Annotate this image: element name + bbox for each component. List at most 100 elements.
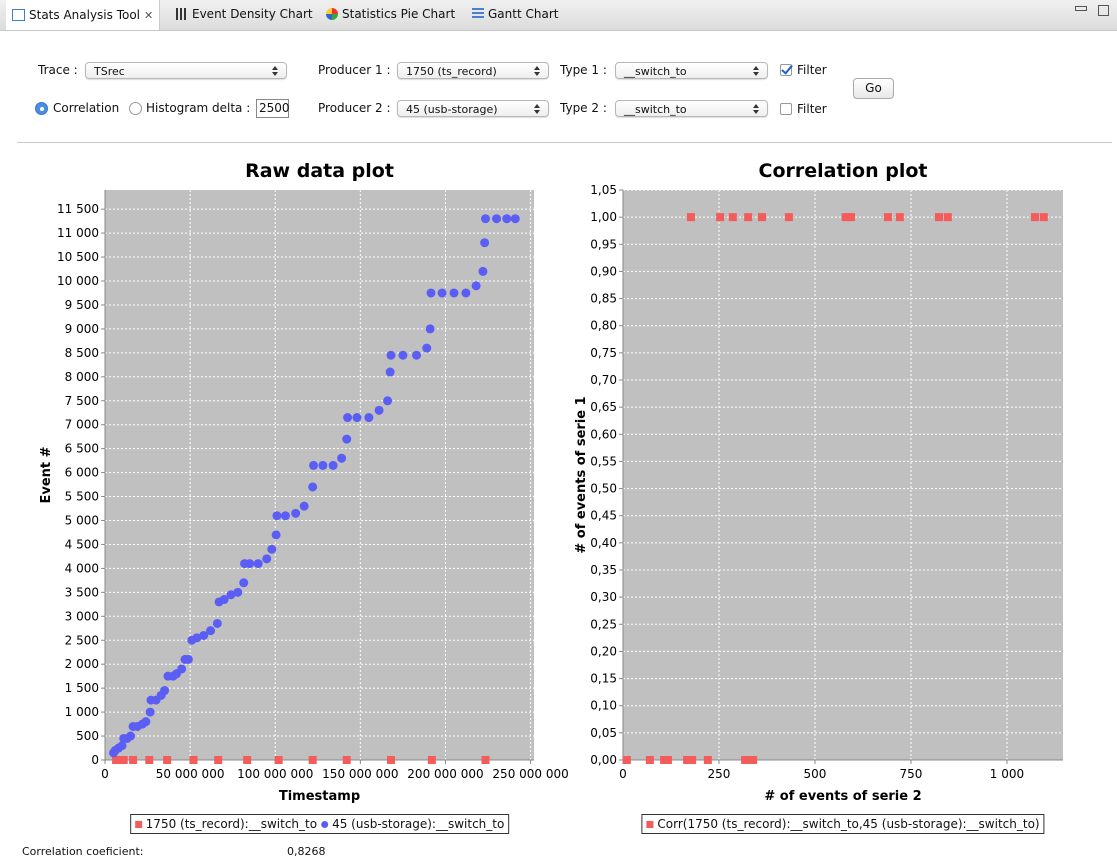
correlation-radio[interactable] [35, 102, 48, 115]
x-tick-label: 200 000 000 [407, 767, 483, 781]
point [847, 213, 856, 222]
maximize-button[interactable] [1098, 5, 1109, 16]
point [437, 288, 447, 298]
point [239, 578, 249, 588]
point [686, 213, 695, 222]
point [119, 756, 128, 764]
type1-select[interactable]: __switch_to [615, 62, 768, 79]
histogram-radio[interactable] [129, 102, 142, 115]
filter1-label[interactable]: Filter [797, 63, 827, 77]
point [318, 460, 328, 470]
point [386, 350, 396, 360]
y-tick-label: 0,40 [590, 536, 617, 550]
y-tick-label: 1 500 [65, 681, 99, 695]
y-tick-label: 0,50 [590, 482, 617, 496]
type2-label: Type 2 : [560, 101, 607, 115]
point [934, 213, 943, 222]
point [189, 756, 198, 764]
y-tick-label: 0,35 [590, 563, 617, 577]
y-tick-label: 4 500 [65, 537, 99, 551]
point [383, 396, 393, 406]
minimize-button[interactable] [1075, 6, 1087, 11]
x-tick-label: 750 [900, 767, 923, 781]
y-tick-label: 0,25 [590, 617, 617, 631]
y-tick-label: 0,45 [590, 509, 617, 523]
point [262, 554, 272, 564]
point [425, 324, 435, 334]
tab-label[interactable]: Event Density Chart [192, 7, 313, 21]
point [253, 559, 263, 569]
point [141, 717, 151, 727]
point [374, 405, 384, 415]
producer2-select[interactable]: 45 (usb-storage) [397, 100, 549, 117]
coefficient-label: Correlation coeficient: [22, 845, 144, 858]
select-arrow [272, 66, 278, 70]
trace-select[interactable]: TSrec [85, 62, 287, 79]
producer1-select[interactable]: 1750 (ts_record) [397, 62, 549, 79]
tab-label[interactable]: Statistics Pie Chart [342, 7, 456, 21]
x-axis-label: # of events of serie 2 [764, 789, 921, 804]
y-tick-label: 0,90 [590, 264, 617, 278]
point [245, 559, 255, 569]
filter2-label[interactable]: Filter [797, 102, 827, 116]
select-arrow [753, 104, 759, 108]
go-button[interactable]: Go [853, 78, 894, 99]
tab-icon [12, 9, 25, 21]
filter2-checkbox[interactable] [780, 103, 792, 115]
point [343, 413, 353, 423]
y-tick-label: 2 000 [65, 657, 99, 671]
y-tick-label: 6 500 [65, 442, 99, 456]
y-tick-label: 9 500 [65, 298, 99, 312]
tab-label[interactable]: Gantt Chart [488, 7, 559, 21]
tab[interactable]: Event Density Chart [176, 7, 313, 21]
point [342, 434, 352, 444]
tab-active[interactable]: Stats Analysis Tool ✕ [6, 0, 161, 30]
histogram-label[interactable]: Histogram [146, 101, 209, 115]
point [337, 453, 347, 463]
point [744, 756, 753, 764]
producer2-label: Producer 2 : [318, 101, 391, 115]
y-tick-label: 4 000 [65, 561, 99, 575]
y-axis-label: # of events of serie 1 [574, 396, 589, 553]
point [502, 214, 512, 224]
point [163, 756, 172, 764]
point [192, 633, 202, 643]
point [492, 214, 502, 224]
tab-close[interactable]: ✕ [144, 8, 154, 22]
point [683, 756, 692, 764]
producer1-label: Producer 1 : [318, 63, 391, 77]
point [461, 288, 471, 298]
chart-title: Correlation plot [759, 160, 928, 182]
point [214, 756, 223, 764]
y-tick-label: 0,00 [590, 753, 617, 767]
point [112, 756, 121, 764]
select-arrow [534, 66, 540, 70]
filter1-checkbox[interactable] [780, 64, 792, 76]
type2-select[interactable]: __switch_to [615, 100, 768, 117]
x-tick-label: 0 [619, 767, 627, 781]
y-tick-label: 0,10 [590, 699, 617, 713]
legend-marker [321, 820, 329, 828]
point [749, 756, 758, 764]
y-tick-label: 0,55 [590, 454, 617, 468]
legend-label: Corr(1750 (ts_record):__switch_to,45 (us… [657, 817, 1040, 831]
plot-area [105, 190, 534, 760]
tab-icon [176, 8, 188, 20]
y-tick-label: 3 000 [65, 609, 99, 623]
legend-label: 45 (usb-storage):__switch_to [332, 817, 505, 831]
point [129, 756, 138, 764]
point [422, 343, 432, 353]
tab-label[interactable]: Stats Analysis Tool [29, 8, 141, 22]
delta-input[interactable]: 2500 [256, 99, 290, 118]
correlation-label[interactable]: Correlation [53, 101, 120, 115]
point [291, 508, 301, 518]
chart-title: Raw data plot [245, 160, 394, 182]
y-tick-label: 5 000 [65, 514, 99, 528]
point [688, 756, 697, 764]
tab[interactable]: Gantt Chart [472, 7, 558, 21]
y-tick-label: 8 000 [65, 370, 99, 384]
point [145, 707, 155, 717]
select-arrow [534, 110, 540, 114]
tab[interactable]: Statistics Pie Chart [326, 7, 455, 21]
